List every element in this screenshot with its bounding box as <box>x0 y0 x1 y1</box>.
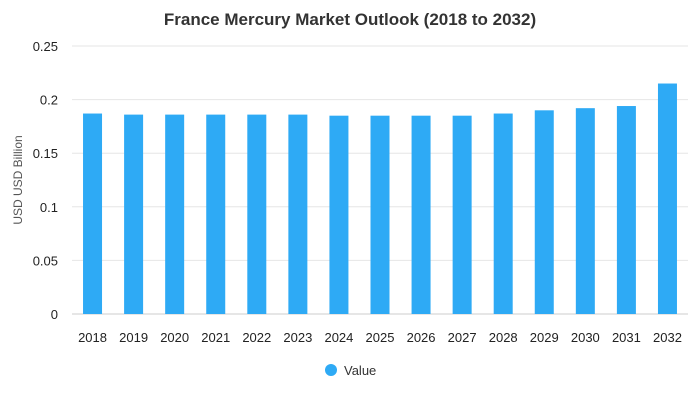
y-tick-label: 0.2 <box>40 93 58 108</box>
bar-2024[interactable] <box>329 115 349 315</box>
bar-2018[interactable] <box>83 113 103 314</box>
legend-swatch-value <box>325 364 337 376</box>
bar-2023[interactable] <box>288 114 308 314</box>
bars <box>83 83 677 315</box>
x-tick-label: 2029 <box>530 330 559 345</box>
bar-2020[interactable] <box>165 114 185 314</box>
legend-label-value: Value <box>344 363 376 378</box>
x-tick-label: 2023 <box>283 330 312 345</box>
bar-2032[interactable] <box>657 83 677 315</box>
bar-2027[interactable] <box>452 115 472 315</box>
chart-title: France Mercury Market Outlook (2018 to 2… <box>164 10 536 29</box>
bar-2025[interactable] <box>370 115 390 315</box>
legend[interactable]: Value <box>325 363 376 378</box>
bar-2028[interactable] <box>493 113 513 314</box>
x-tick-label: 2027 <box>448 330 477 345</box>
x-tick-label: 2028 <box>489 330 518 345</box>
y-axis-label: USD USD Billion <box>11 135 25 224</box>
x-tick-label: 2030 <box>571 330 600 345</box>
x-tick-label: 2025 <box>366 330 395 345</box>
x-axis-ticks: 2018 2019 2020 2021 2022 2023 2024 2025 2026 2027… <box>78 330 682 345</box>
y-axis-ticks: 0 0.05 0.1 0.15 0.2 0.25 <box>33 39 58 322</box>
x-tick-label: 2024 <box>324 330 353 345</box>
y-tick-label: 0.1 <box>40 200 58 215</box>
bar-2031[interactable] <box>616 106 636 314</box>
x-tick-label: 2022 <box>242 330 271 345</box>
x-tick-label: 2018 <box>78 330 107 345</box>
bar-2022[interactable] <box>247 114 267 314</box>
y-tick-label: 0.05 <box>33 253 58 268</box>
bar-2019[interactable] <box>124 114 144 314</box>
y-tick-label: 0.15 <box>33 146 58 161</box>
x-tick-label: 2019 <box>119 330 148 345</box>
x-tick-label: 2031 <box>612 330 641 345</box>
x-tick-label: 2032 <box>653 330 682 345</box>
x-tick-label: 2021 <box>201 330 230 345</box>
x-tick-label: 2020 <box>160 330 189 345</box>
bar-2026[interactable] <box>411 115 431 315</box>
bar-2029[interactable] <box>534 110 554 314</box>
x-tick-label: 2026 <box>407 330 436 345</box>
bar-2021[interactable] <box>206 114 226 314</box>
y-tick-label: 0.25 <box>33 39 58 54</box>
y-tick-label: 0 <box>51 307 58 322</box>
bar-2030[interactable] <box>575 108 595 315</box>
